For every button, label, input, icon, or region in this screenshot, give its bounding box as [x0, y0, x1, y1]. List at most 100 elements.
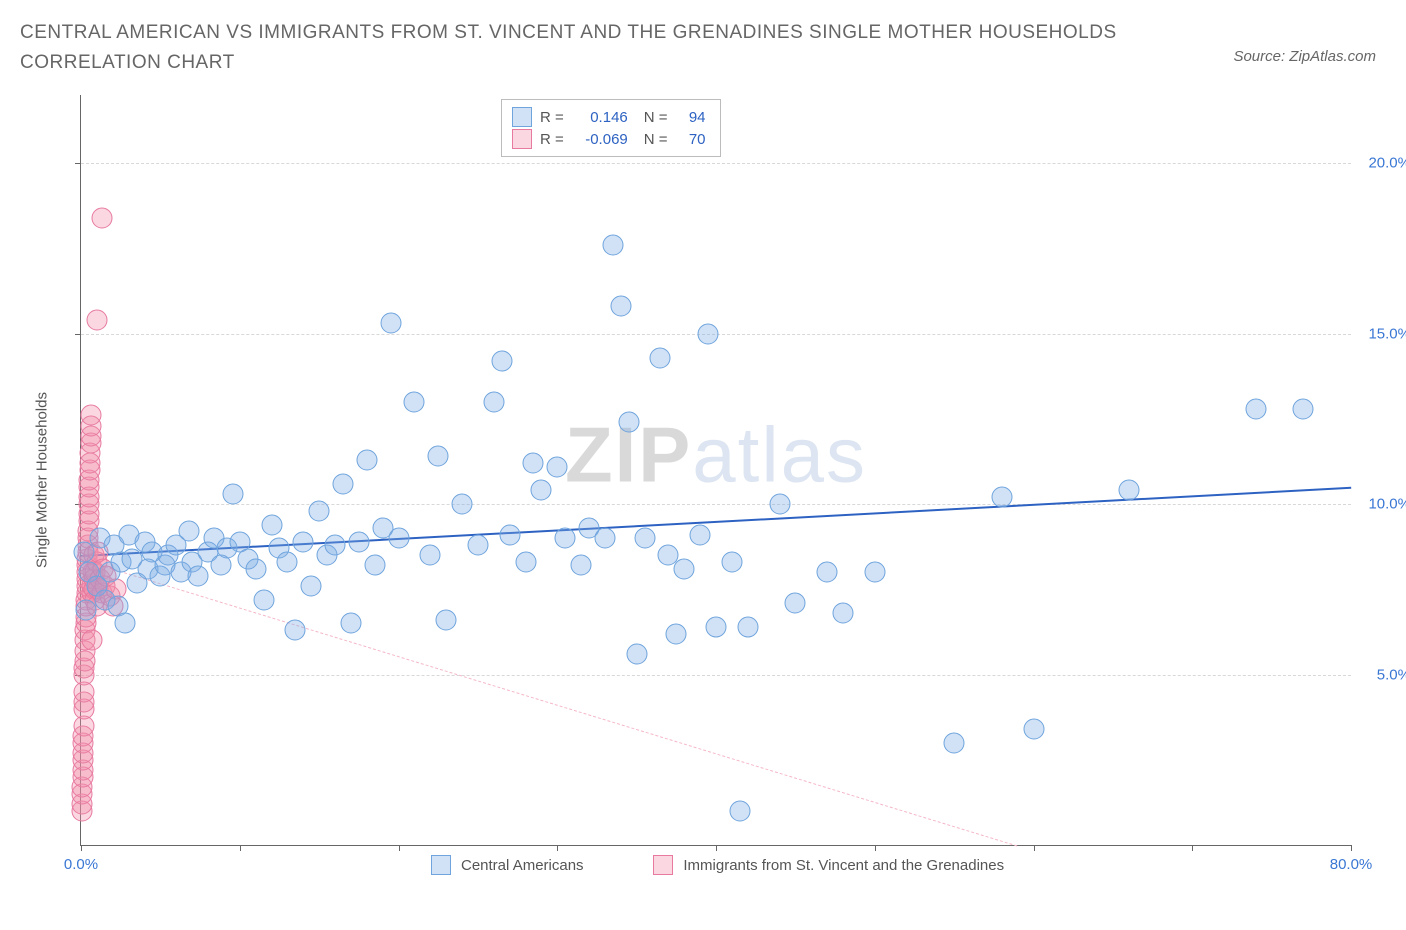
data-point	[706, 616, 727, 637]
x-tick	[1034, 845, 1035, 851]
data-point	[666, 623, 687, 644]
data-point	[380, 313, 401, 334]
data-point	[1023, 719, 1044, 740]
data-point	[301, 575, 322, 596]
trend-line	[81, 559, 1017, 846]
data-point	[674, 558, 695, 579]
y-tick-label: 5.0%	[1359, 666, 1406, 683]
data-point	[82, 630, 103, 651]
chart-title: CENTRAL AMERICAN VS IMMIGRANTS FROM ST. …	[20, 18, 1170, 79]
data-point	[634, 528, 655, 549]
data-point	[81, 405, 102, 426]
data-point	[420, 545, 441, 566]
gridline-h	[81, 504, 1351, 505]
data-point	[944, 732, 965, 753]
plot-area: ZIPatlas 5.0%10.0%15.0%20.0%0.0%80.0%R =…	[80, 95, 1351, 846]
data-point	[483, 391, 504, 412]
legend-row: R =-0.069N =70	[512, 128, 706, 150]
data-point	[436, 610, 457, 631]
y-axis-title: Single Mother Households	[34, 392, 51, 568]
data-point	[1245, 398, 1266, 419]
y-tick-label: 20.0%	[1359, 155, 1406, 172]
data-point	[864, 562, 885, 583]
n-label: N =	[644, 131, 668, 148]
r-label: R =	[540, 131, 564, 148]
data-point	[115, 613, 136, 634]
data-point	[309, 500, 330, 521]
series-legend-item: Immigrants from St. Vincent and the Gren…	[653, 855, 1004, 875]
data-point	[594, 528, 615, 549]
data-point	[833, 603, 854, 624]
data-point	[650, 347, 671, 368]
data-point	[817, 562, 838, 583]
x-tick	[1351, 845, 1352, 851]
data-point	[991, 487, 1012, 508]
data-point	[253, 589, 274, 610]
watermark: ZIPatlas	[565, 410, 867, 501]
data-point	[467, 535, 488, 556]
data-point	[325, 535, 346, 556]
r-value: 0.146	[572, 109, 628, 126]
data-point	[499, 524, 520, 545]
stats-legend: R =0.146N =94R =-0.069N =70	[501, 99, 721, 157]
data-point	[555, 528, 576, 549]
data-point	[188, 565, 209, 586]
legend-row: R =0.146N =94	[512, 106, 706, 128]
x-tick	[557, 845, 558, 851]
data-point	[428, 446, 449, 467]
data-point	[285, 620, 306, 641]
data-point	[515, 552, 536, 573]
data-point	[340, 613, 361, 634]
series-name: Central Americans	[461, 857, 584, 874]
x-tick	[81, 845, 82, 851]
data-point	[404, 391, 425, 412]
data-point	[618, 412, 639, 433]
legend-swatch	[512, 129, 532, 149]
data-point	[491, 350, 512, 371]
x-tick	[1192, 845, 1193, 851]
data-point	[523, 453, 544, 474]
y-tick-label: 10.0%	[1359, 496, 1406, 513]
y-tick-label: 15.0%	[1359, 325, 1406, 342]
data-point	[332, 473, 353, 494]
source-label: Source: ZipAtlas.com	[1233, 48, 1376, 65]
x-tick-label: 0.0%	[64, 856, 98, 873]
n-label: N =	[644, 109, 668, 126]
data-point	[223, 483, 244, 504]
data-point	[348, 531, 369, 552]
legend-swatch	[512, 107, 532, 127]
data-point	[245, 558, 266, 579]
data-point	[610, 296, 631, 317]
gridline-h	[81, 675, 1351, 676]
x-tick	[240, 845, 241, 851]
data-point	[364, 555, 385, 576]
legend-swatch	[431, 855, 451, 875]
data-point	[547, 456, 568, 477]
x-tick	[716, 845, 717, 851]
x-tick	[875, 845, 876, 851]
data-point	[698, 323, 719, 344]
data-point	[571, 555, 592, 576]
y-tick	[75, 163, 81, 164]
data-point	[729, 800, 750, 821]
data-point	[1118, 480, 1139, 501]
data-point	[769, 494, 790, 515]
n-value: 70	[676, 131, 706, 148]
data-point	[626, 644, 647, 665]
data-point	[388, 528, 409, 549]
data-point	[785, 592, 806, 613]
scatter-chart: Single Mother Households ZIPatlas 5.0%10…	[50, 95, 1350, 865]
series-legend-item: Central Americans	[431, 855, 584, 875]
n-value: 94	[676, 109, 706, 126]
data-point	[356, 449, 377, 470]
data-point	[86, 310, 107, 331]
data-point	[602, 235, 623, 256]
data-point	[75, 599, 96, 620]
data-point	[261, 514, 282, 535]
data-point	[178, 521, 199, 542]
gridline-h	[81, 163, 1351, 164]
y-tick	[75, 334, 81, 335]
x-tick	[399, 845, 400, 851]
legend-swatch	[653, 855, 673, 875]
series-name: Immigrants from St. Vincent and the Gren…	[683, 857, 1004, 874]
